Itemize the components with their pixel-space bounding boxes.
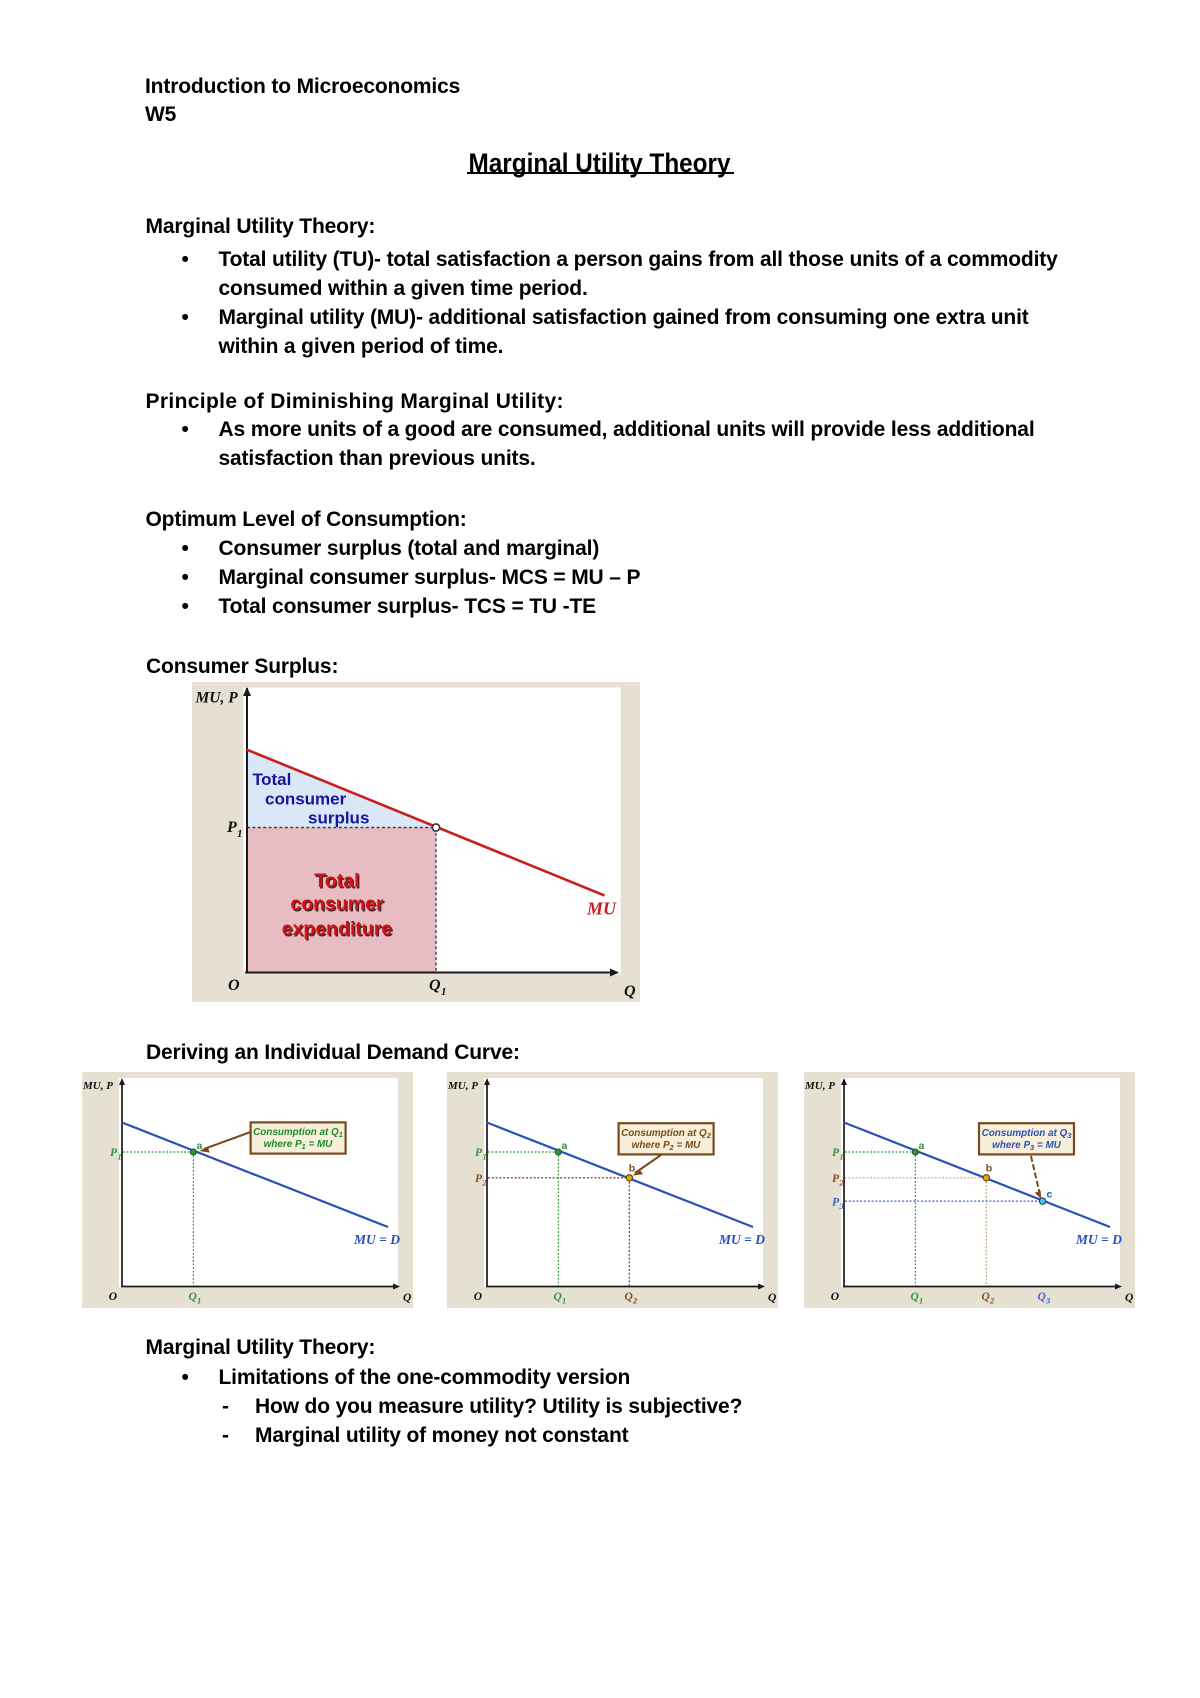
svg-text:a: a	[919, 1140, 925, 1152]
svg-text:1: 1	[441, 986, 447, 998]
svg-text:where P3 = MU: where P3 = MU	[992, 1140, 1062, 1152]
svg-text:b: b	[986, 1163, 992, 1175]
svg-text:1: 1	[919, 1296, 923, 1306]
svg-text:1: 1	[562, 1296, 566, 1306]
svg-text:Q: Q	[624, 1291, 632, 1303]
svg-text:expenditure: expenditure	[282, 919, 393, 941]
svg-text:Q: Q	[624, 983, 636, 1000]
svg-text:3: 3	[1045, 1296, 1051, 1306]
svg-text:2: 2	[839, 1178, 845, 1188]
svg-text:P: P	[475, 1173, 483, 1185]
svg-text:consumer: consumer	[290, 893, 384, 915]
svg-text:expenditure: expenditure	[281, 918, 392, 940]
svg-text:Consumption at Q2: Consumption at Q2	[621, 1128, 712, 1140]
svg-text:Q: Q	[911, 1291, 919, 1303]
svg-text:P: P	[832, 1196, 840, 1208]
svg-text:P: P	[110, 1147, 118, 1159]
svg-text:Q: Q	[429, 977, 441, 994]
svg-text:P: P	[832, 1147, 840, 1159]
svg-text:Total: Total	[252, 770, 291, 789]
svg-text:1: 1	[197, 1296, 201, 1306]
svg-text:Consumption at Q1: Consumption at Q1	[253, 1127, 343, 1139]
svg-text:Q: Q	[768, 1292, 776, 1304]
svg-text:Total: Total	[315, 871, 360, 893]
svg-text:3: 3	[839, 1201, 845, 1211]
svg-text:Q: Q	[982, 1291, 990, 1303]
svg-text:1: 1	[482, 1152, 486, 1162]
svg-text:surplus: surplus	[308, 808, 369, 827]
svg-text:MU, P: MU, P	[194, 689, 238, 706]
svg-text:Q: Q	[403, 1292, 411, 1304]
svg-text:Q: Q	[553, 1291, 561, 1303]
svg-text:P: P	[832, 1173, 840, 1185]
svg-text:MU = D: MU = D	[1075, 1232, 1122, 1247]
svg-text:where P1 = MU: where P1 = MU	[264, 1139, 334, 1151]
svg-text:MU = D: MU = D	[353, 1232, 400, 1247]
svg-text:a: a	[197, 1140, 203, 1152]
svg-text:Q: Q	[189, 1291, 197, 1303]
svg-text:MU, P: MU, P	[447, 1080, 478, 1092]
svg-text:MU, P: MU, P	[82, 1080, 113, 1092]
svg-text:1: 1	[840, 1152, 844, 1162]
svg-text:Q: Q	[1038, 1291, 1046, 1303]
svg-text:a: a	[561, 1140, 567, 1152]
svg-text:1: 1	[118, 1152, 122, 1162]
svg-text:Total: Total	[314, 870, 359, 892]
svg-text:P: P	[226, 819, 237, 836]
svg-text:Q: Q	[1125, 1292, 1133, 1304]
svg-text:1: 1	[237, 828, 243, 840]
svg-text:b: b	[628, 1163, 634, 1175]
svg-text:MU: MU	[586, 898, 617, 918]
svg-text:where P2 = MU: where P2 = MU	[631, 1140, 701, 1152]
svg-text:O: O	[228, 977, 240, 994]
svg-text:MU, P: MU, P	[804, 1080, 835, 1092]
svg-text:consumer: consumer	[265, 789, 347, 808]
svg-text:O: O	[831, 1291, 839, 1303]
svg-text:P: P	[475, 1147, 483, 1159]
svg-text:MU = D: MU = D	[718, 1232, 765, 1247]
svg-text:2: 2	[989, 1296, 995, 1306]
svg-text:2: 2	[632, 1296, 638, 1306]
svg-text:Consumption at Q3: Consumption at Q3	[982, 1128, 1073, 1140]
svg-text:consumer: consumer	[291, 894, 385, 916]
svg-text:c: c	[1047, 1189, 1053, 1201]
svg-text:2: 2	[481, 1178, 487, 1188]
svg-text:O: O	[473, 1291, 481, 1303]
svg-text:O: O	[109, 1291, 117, 1303]
